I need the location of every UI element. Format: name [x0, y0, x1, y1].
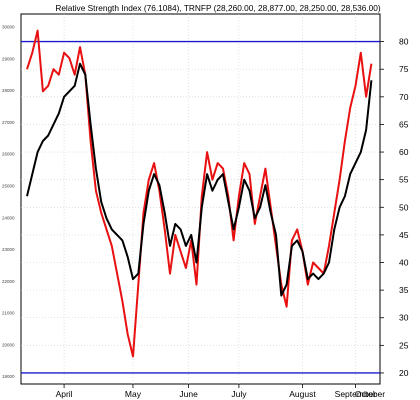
x-tick-label: August: [289, 389, 316, 399]
right-tick-label: 35: [399, 285, 409, 295]
right-tick-label: 20: [399, 368, 409, 378]
reference-lines: [21, 40, 380, 374]
plot-frame: [20, 13, 381, 385]
x-tick-label: September: [335, 389, 377, 399]
left-tick-label: 30000: [2, 25, 15, 30]
x-tick-label: April: [56, 389, 73, 399]
right-tick-label: 25: [399, 340, 409, 350]
left-tick-label: 27000: [2, 120, 15, 125]
series-layer: [26, 29, 373, 358]
right-tick-label: 70: [399, 92, 409, 102]
right-tick-label: 40: [399, 258, 409, 268]
left-tick-label: 29000: [2, 56, 15, 61]
left-tick-label: 20000: [2, 342, 15, 347]
right-tick-label: 80: [399, 37, 409, 47]
left-axis-ticks: 19000 20000 21000 22000 23000 24000 25000 26000…: [2, 25, 15, 379]
right-tick-label: 55: [399, 175, 409, 185]
x-tick-label: October: [355, 389, 385, 399]
left-tick-label: 22000: [2, 279, 15, 284]
left-tick-label: 24000: [2, 215, 15, 220]
left-tick-label: 28000: [2, 88, 15, 93]
left-tick-label: 23000: [2, 247, 15, 252]
left-tick-label: 19000: [2, 374, 15, 379]
left-tick-label: 25000: [2, 184, 15, 189]
right-tick-label: 65: [399, 119, 409, 129]
right-tick-label: 75: [399, 64, 409, 74]
right-axis-ticks: 20 25 30 35 40 45 50 55 60 65 70 75 80: [380, 37, 409, 378]
left-tick-label: 26000: [2, 152, 15, 157]
right-tick-label: 60: [399, 147, 409, 157]
chart-title: Relative Strength Index (76.1084), TRNFP…: [55, 3, 381, 13]
right-tick-label: 50: [399, 202, 409, 212]
left-tick-label: 21000: [2, 311, 15, 316]
x-tick-label: June: [179, 389, 198, 399]
right-tick-label: 30: [399, 313, 409, 323]
x-tick-label: May: [125, 389, 142, 399]
right-tick-label: 45: [399, 230, 409, 240]
series-line-black: [26, 62, 373, 297]
x-tick-label: July: [231, 389, 247, 399]
